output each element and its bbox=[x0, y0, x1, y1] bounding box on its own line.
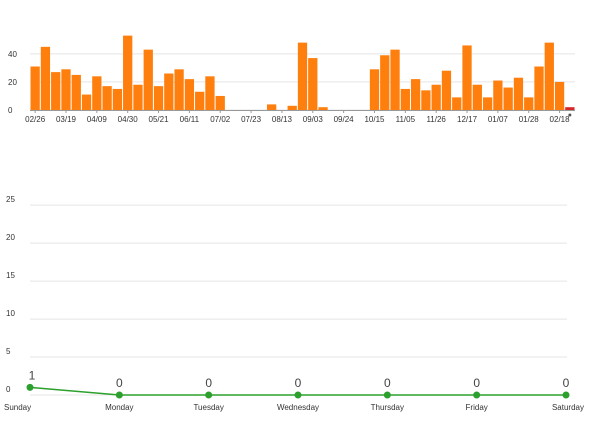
line-x-tick-label: Tuesday bbox=[193, 403, 223, 412]
bar bbox=[493, 80, 503, 110]
bar-x-tick-label: 04/30 bbox=[118, 115, 139, 124]
bar bbox=[318, 107, 328, 110]
bar-x-tick-label: 01/07 bbox=[488, 115, 509, 124]
bar bbox=[462, 45, 472, 110]
bar bbox=[554, 81, 565, 110]
bar bbox=[441, 70, 452, 110]
data-label: 0 bbox=[295, 376, 302, 390]
bar-x-tick-label: 11/26 bbox=[426, 115, 446, 124]
data-point bbox=[115, 391, 123, 399]
line-x-tick-label: Monday bbox=[105, 403, 133, 412]
bar-y-tick-label: 40 bbox=[8, 50, 17, 59]
line-x-tick-label: Friday bbox=[466, 403, 488, 412]
bar bbox=[40, 46, 51, 110]
bar bbox=[81, 94, 92, 110]
bar bbox=[92, 76, 102, 110]
line-y-tick-label: 5 bbox=[6, 347, 11, 356]
line-x-tick-label: Saturday bbox=[552, 403, 584, 412]
data-label: 0 bbox=[384, 376, 391, 390]
data-point bbox=[26, 383, 34, 391]
bar bbox=[297, 42, 308, 111]
bar-x-tick-label: 11/05 bbox=[396, 115, 416, 124]
data-point bbox=[383, 391, 391, 399]
bar bbox=[174, 69, 184, 110]
bar bbox=[390, 49, 400, 110]
bar bbox=[30, 66, 40, 110]
data-label: 0 bbox=[116, 376, 123, 390]
bar bbox=[287, 105, 297, 110]
bar bbox=[431, 84, 441, 110]
line-y-tick-label: 20 bbox=[6, 233, 15, 242]
line-y-tick-label: 25 bbox=[6, 195, 15, 204]
bar bbox=[308, 58, 318, 110]
data-label: 0 bbox=[473, 376, 480, 390]
bar bbox=[133, 84, 143, 110]
data-point bbox=[562, 391, 570, 399]
data-label: 1 bbox=[29, 368, 36, 382]
bar bbox=[184, 79, 195, 110]
data-label: 0 bbox=[205, 376, 212, 390]
bar-x-tick-label: 06/11 bbox=[180, 115, 200, 124]
bar-x-tick-label: 05/21 bbox=[149, 115, 170, 124]
data-point bbox=[205, 391, 213, 399]
line-y-tick-label: 10 bbox=[6, 309, 15, 318]
bar bbox=[112, 88, 123, 110]
data-point bbox=[473, 391, 481, 399]
bar bbox=[164, 73, 174, 110]
bar bbox=[452, 97, 462, 110]
bar bbox=[205, 76, 215, 110]
line-x-tick-label: Sunday bbox=[4, 403, 31, 412]
bar-y-tick-label: 0 bbox=[8, 106, 13, 115]
weekly-bar-chart: 0 20 40 02/26 03/19 04/09 04/30 05/21 06/11 07/02… bbox=[8, 35, 575, 124]
data-point bbox=[294, 391, 302, 399]
bar-x-tick-label: 04/09 bbox=[87, 115, 108, 124]
bar bbox=[215, 95, 225, 110]
line-y-tick-label: 0 bbox=[6, 385, 11, 394]
bar bbox=[380, 55, 390, 110]
bar-y-tick-label: 20 bbox=[8, 78, 17, 87]
bar bbox=[195, 91, 205, 110]
bar bbox=[503, 87, 513, 110]
bar bbox=[400, 88, 410, 110]
bar bbox=[71, 74, 81, 110]
current-week-marker bbox=[568, 113, 572, 117]
bar bbox=[153, 86, 164, 110]
bar-x-tick-label: 03/19 bbox=[56, 115, 77, 124]
bar bbox=[51, 72, 61, 110]
bar-x-tick-label: 01/28 bbox=[519, 115, 540, 124]
bar bbox=[565, 107, 575, 110]
bar-x-tick-label: 02/18 bbox=[550, 115, 571, 124]
line-x-tick-label: Wednesday bbox=[277, 403, 319, 412]
bar-x-tick-label: 12/17 bbox=[457, 115, 478, 124]
bar bbox=[143, 49, 153, 110]
bar bbox=[513, 77, 524, 110]
bar-x-tick-label: 02/26 bbox=[25, 115, 46, 124]
bar-x-tick-label: 07/02 bbox=[210, 115, 231, 124]
bar bbox=[102, 86, 112, 110]
bar bbox=[421, 90, 431, 110]
bar bbox=[369, 69, 380, 110]
bar-x-tick-label: 09/03 bbox=[303, 115, 324, 124]
data-label: 0 bbox=[563, 376, 570, 390]
bar bbox=[534, 66, 544, 110]
bar bbox=[472, 84, 482, 110]
bar bbox=[61, 69, 71, 110]
bar bbox=[482, 97, 493, 110]
bar bbox=[410, 79, 421, 110]
bar bbox=[524, 97, 534, 110]
bar-x-tick-label: 08/13 bbox=[272, 115, 293, 124]
line-x-tick-label: Thursday bbox=[371, 403, 404, 412]
bar bbox=[123, 35, 133, 110]
line-y-tick-label: 15 bbox=[6, 271, 15, 280]
bar-x-tick-label: 10/15 bbox=[364, 115, 385, 124]
bar-x-tick-label: 09/24 bbox=[334, 115, 355, 124]
bar bbox=[544, 42, 554, 111]
bar bbox=[267, 104, 277, 110]
bar-x-tick-label: 07/23 bbox=[241, 115, 262, 124]
